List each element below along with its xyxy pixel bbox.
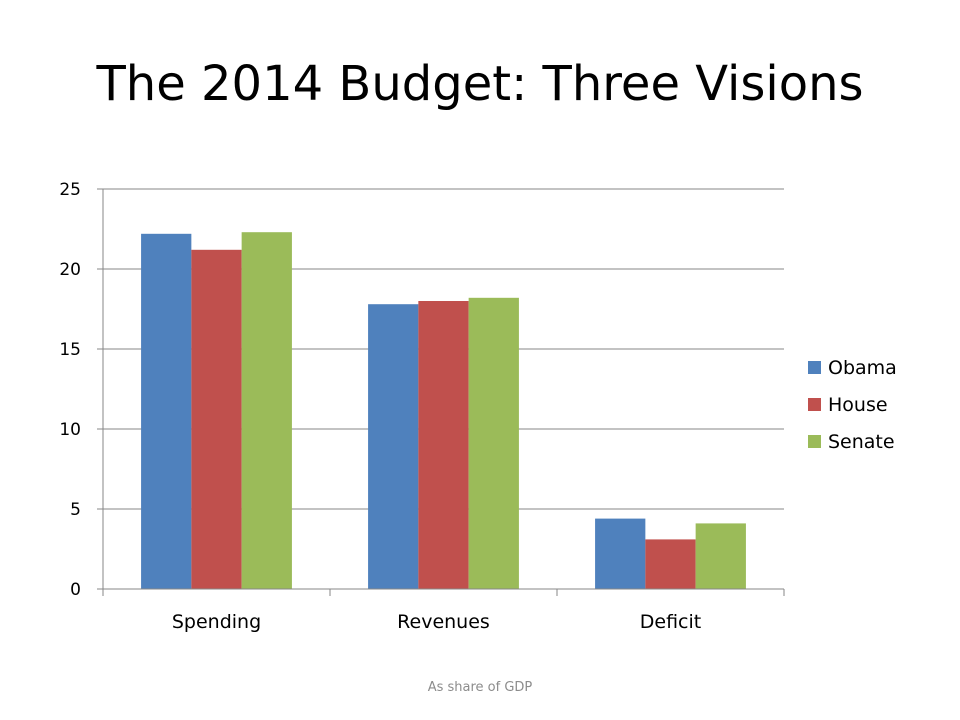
legend-label-obama: Obama (828, 357, 897, 379)
legend-swatch-senate (808, 435, 821, 448)
y-tick-label: 20 (59, 260, 81, 280)
bar-house-deficit (645, 539, 696, 589)
bar-house-spending (191, 249, 242, 590)
y-tick-label: 5 (70, 500, 81, 520)
legend-label-senate: Senate (828, 431, 895, 453)
legend-swatch-obama (808, 361, 821, 374)
legend-swatch-house (808, 398, 821, 411)
bar-senate-revenues (468, 297, 519, 589)
bar-obama-spending (141, 233, 192, 590)
legend-label-house: House (828, 394, 888, 416)
bar-senate-spending (241, 232, 292, 589)
legend: Obama House Senate (808, 357, 897, 453)
bar-obama-revenues (368, 304, 419, 589)
axes: 0 5 10 15 20 25 Spending Revenues Deficit (59, 180, 785, 633)
slide-title: The 2014 Budget: Three Visions (96, 56, 864, 112)
footnote: As share of GDP (427, 680, 533, 695)
bar-senate-deficit (695, 523, 746, 589)
y-tick-label: 10 (59, 420, 81, 440)
x-category-label: Spending (172, 611, 261, 633)
y-tick-label: 25 (59, 180, 81, 200)
y-tick-label: 0 (70, 580, 81, 600)
bar-house-revenues (418, 301, 469, 589)
x-category-label: Revenues (397, 611, 490, 633)
x-category-label: Deficit (640, 611, 701, 633)
y-tick-label: 15 (59, 340, 81, 360)
bar-obama-deficit (595, 518, 646, 589)
bars (141, 232, 746, 590)
